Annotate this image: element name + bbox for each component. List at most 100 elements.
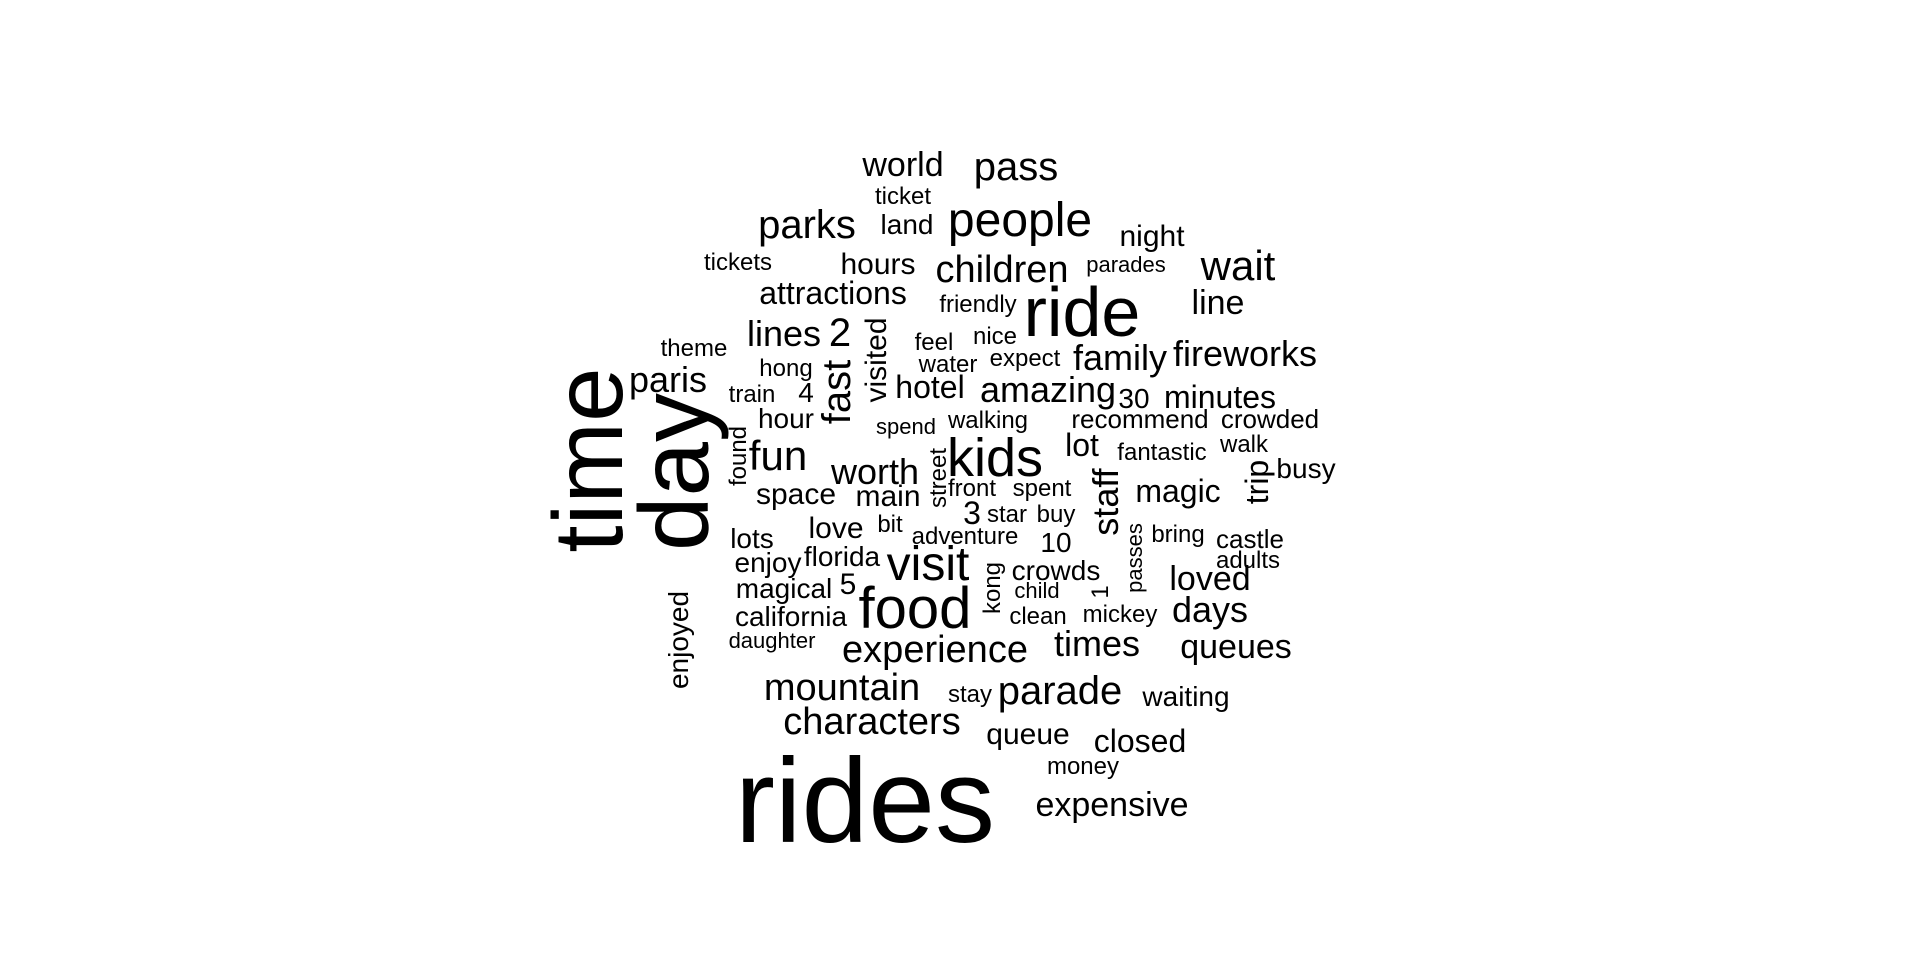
word-train: train [729, 381, 776, 408]
word-food: food [859, 576, 972, 641]
word-magical: magical [736, 573, 832, 604]
word-ride: ride [1024, 273, 1141, 351]
word-passes: passes [1122, 523, 1147, 593]
word-lots: lots [730, 523, 774, 554]
word-parades: parades [1086, 252, 1166, 277]
word-walking: walking [947, 407, 1028, 434]
word-worth: worth [830, 451, 919, 492]
word-walk: walk [1219, 431, 1269, 458]
word-expect: expect [990, 345, 1061, 372]
word-street: street [925, 448, 952, 508]
word-day: day [619, 393, 729, 551]
word-crowds: crowds [1012, 555, 1101, 586]
word-money: money [1047, 753, 1119, 780]
word-nice: nice [973, 323, 1017, 350]
word-time: time [533, 367, 643, 552]
word-2: 2 [829, 311, 851, 355]
word-lot: lot [1065, 427, 1099, 463]
word-wait: wait [1200, 242, 1276, 289]
word-paris: paris [629, 359, 707, 400]
word-friendly: friendly [939, 291, 1016, 318]
word-star: star [987, 501, 1027, 528]
word-pass: pass [974, 145, 1059, 189]
word-queue: queue [986, 718, 1069, 751]
word-california: california [735, 601, 847, 632]
word-spend: spend [876, 414, 936, 439]
word-front: front [948, 475, 996, 502]
word-parade: parade [998, 669, 1123, 713]
word-loved: loved [1169, 560, 1250, 598]
word-florida: florida [804, 541, 881, 572]
word-theme: theme [661, 335, 728, 362]
word-castle: castle [1216, 524, 1284, 554]
word-closed: closed [1094, 723, 1187, 759]
word-daughter: daughter [729, 628, 816, 653]
word-experience: experience [842, 629, 1028, 671]
word-mickey: mickey [1083, 601, 1158, 628]
word-people: people [948, 194, 1092, 247]
word-30: 30 [1118, 383, 1149, 414]
word-minutes: minutes [1164, 379, 1276, 415]
word-buy: buy [1037, 501, 1076, 528]
word-enjoyed: enjoyed [663, 591, 694, 689]
word-ticket: ticket [875, 183, 931, 210]
word-hour: hour [758, 403, 814, 434]
word-night: night [1119, 220, 1185, 253]
word-fantastic: fantastic [1117, 439, 1206, 466]
word-family: family [1073, 337, 1167, 378]
word-rides: rides [735, 734, 995, 868]
word-mountain: mountain [764, 667, 920, 709]
word-amazing: amazing [980, 369, 1116, 410]
word-hours: hours [840, 248, 915, 281]
word-lines: lines [747, 313, 821, 354]
word-fun: fun [749, 432, 807, 479]
word-visited: visited [860, 317, 893, 402]
word-parks: parks [758, 203, 856, 247]
word-kids: kids [947, 428, 1043, 488]
word-clean: clean [1009, 603, 1066, 630]
word-child: child [1014, 578, 1059, 603]
word-kong: kong [979, 562, 1006, 614]
word-spent: spent [1013, 475, 1072, 502]
word-days: days [1172, 589, 1248, 630]
word-fireworks: fireworks [1173, 333, 1317, 374]
word-water: water [918, 351, 978, 378]
word-love: love [808, 512, 863, 545]
word-adults: adults [1216, 547, 1280, 574]
word-feel: feel [915, 329, 954, 356]
word-adventure: adventure [912, 523, 1019, 550]
word-characters: characters [783, 701, 960, 743]
word-10: 10 [1040, 527, 1071, 558]
word-busy: busy [1276, 453, 1335, 484]
word-5: 5 [840, 568, 857, 601]
word-waiting: waiting [1141, 681, 1229, 712]
word-staff: staff [1085, 467, 1126, 535]
word-expensive: expensive [1035, 786, 1188, 824]
word-magic: magic [1135, 473, 1220, 509]
word-attractions: attractions [759, 275, 907, 311]
word-world: world [861, 146, 943, 184]
word-fast: fast [815, 360, 859, 424]
word-4: 4 [798, 377, 814, 408]
word-crowded: crowded [1221, 404, 1319, 434]
word-stay: stay [948, 681, 992, 708]
word-line: line [1192, 284, 1245, 322]
word-hong: hong [759, 355, 812, 382]
word-found: found [725, 426, 752, 486]
word-1: 1 [1087, 585, 1114, 598]
word-visit: visit [887, 538, 970, 591]
word-space: space [756, 478, 836, 511]
word-land: land [881, 209, 934, 240]
word-enjoy: enjoy [735, 547, 802, 578]
word-queues: queues [1180, 628, 1292, 666]
word-bring: bring [1151, 521, 1204, 548]
word-hotel: hotel [895, 369, 964, 405]
word-tickets: tickets [704, 249, 772, 276]
word-recommend: recommend [1071, 404, 1208, 434]
word-main: main [855, 480, 920, 513]
word-3: 3 [963, 495, 981, 531]
word-bit: bit [877, 511, 903, 538]
word-times: times [1054, 623, 1140, 664]
word-children: children [935, 249, 1068, 291]
